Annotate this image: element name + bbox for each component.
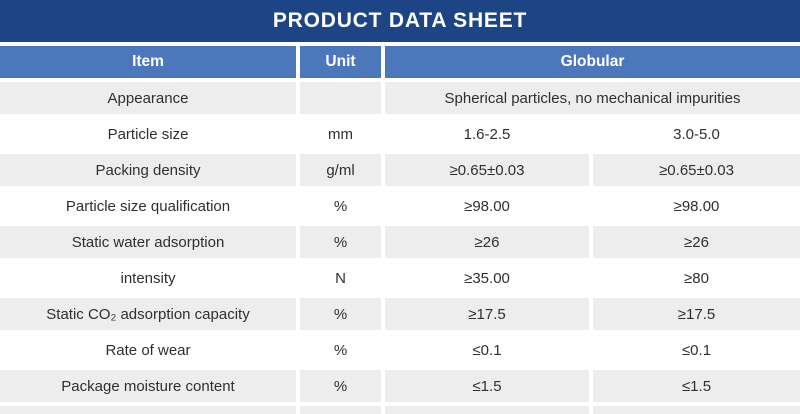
- table-row-static-water-adsorption: Static water adsorption % ≥26 ≥26: [0, 226, 800, 262]
- value-cell-merged: Spherical particles, no mechanical impur…: [385, 82, 800, 118]
- header-product: Globular: [385, 46, 800, 82]
- value-cell: ≥98.00: [385, 190, 593, 226]
- item-cell: Particle size: [0, 118, 300, 154]
- value-cell: ≥35.00: [385, 262, 593, 298]
- unit-cell: %: [300, 298, 385, 334]
- item-cell: Particle size qualification: [0, 190, 300, 226]
- unit-cell: %: [300, 370, 385, 406]
- value-cell: ≥17.5: [385, 298, 593, 334]
- table-row-package-moisture-content: Package moisture content % ≤1.5 ≤1.5: [0, 370, 800, 406]
- unit-cell: [300, 406, 385, 414]
- value-cell: ≥26: [593, 226, 800, 262]
- value-cell: 3.0-5.0: [593, 118, 800, 154]
- value-cell: ≥0.65±0.03: [593, 154, 800, 190]
- value-cell: ≥0.65±0.03: [385, 154, 593, 190]
- value-cell: ≤1.5: [385, 370, 593, 406]
- value-cell: ≤1.5: [593, 370, 800, 406]
- unit-cell: %: [300, 226, 385, 262]
- item-cell: intensity: [0, 262, 300, 298]
- value-cell: ≥98.00: [593, 190, 800, 226]
- unit-cell: N: [300, 262, 385, 298]
- item-cell: Packing density: [0, 154, 300, 190]
- table-row-clipped: [0, 406, 800, 414]
- table-row-appearance: Appearance Spherical particles, no mecha…: [0, 82, 800, 118]
- value-cell: ≥17.5: [593, 298, 800, 334]
- item-cell: Appearance: [0, 82, 300, 118]
- unit-cell: [300, 82, 385, 118]
- value-cell: ≥80: [593, 262, 800, 298]
- item-cell: Rate of wear: [0, 334, 300, 370]
- header-unit: Unit: [300, 46, 385, 82]
- unit-cell: %: [300, 334, 385, 370]
- item-cell: Static water adsorption: [0, 226, 300, 262]
- page-title: PRODUCT DATA SHEET: [272, 9, 528, 32]
- title-bar: PRODUCT DATA SHEET: [0, 0, 800, 42]
- table-row-intensity: intensity N ≥35.00 ≥80: [0, 262, 800, 298]
- table-row-rate-of-wear: Rate of wear % ≤0.1 ≤0.1: [0, 334, 800, 370]
- value-cell: [385, 406, 593, 414]
- unit-cell: %: [300, 190, 385, 226]
- table-row-static-co2-adsorption: Static CO₂ adsorption capacity % ≥17.5 ≥…: [0, 298, 800, 334]
- divider: [0, 42, 800, 46]
- product-table: Item Unit Globular Appearance Spherical …: [0, 46, 800, 414]
- value-cell: ≤0.1: [385, 334, 593, 370]
- value-cell: 1.6-2.5: [385, 118, 593, 154]
- header-item: Item: [0, 46, 300, 82]
- value-cell: ≤0.1: [593, 334, 800, 370]
- table-row-particle-size: Particle size mm 1.6-2.5 3.0-5.0: [0, 118, 800, 154]
- item-cell: Package moisture content: [0, 370, 300, 406]
- item-cell: [0, 406, 300, 414]
- unit-cell: mm: [300, 118, 385, 154]
- table-row-packing-density: Packing density g/ml ≥0.65±0.03 ≥0.65±0.…: [0, 154, 800, 190]
- table-header-row: Item Unit Globular: [0, 46, 800, 82]
- unit-cell: g/ml: [300, 154, 385, 190]
- value-cell: ≥26: [385, 226, 593, 262]
- value-cell: [593, 406, 800, 414]
- table-row-particle-size-qualification: Particle size qualification % ≥98.00 ≥98…: [0, 190, 800, 226]
- item-cell: Static CO₂ adsorption capacity: [0, 298, 300, 334]
